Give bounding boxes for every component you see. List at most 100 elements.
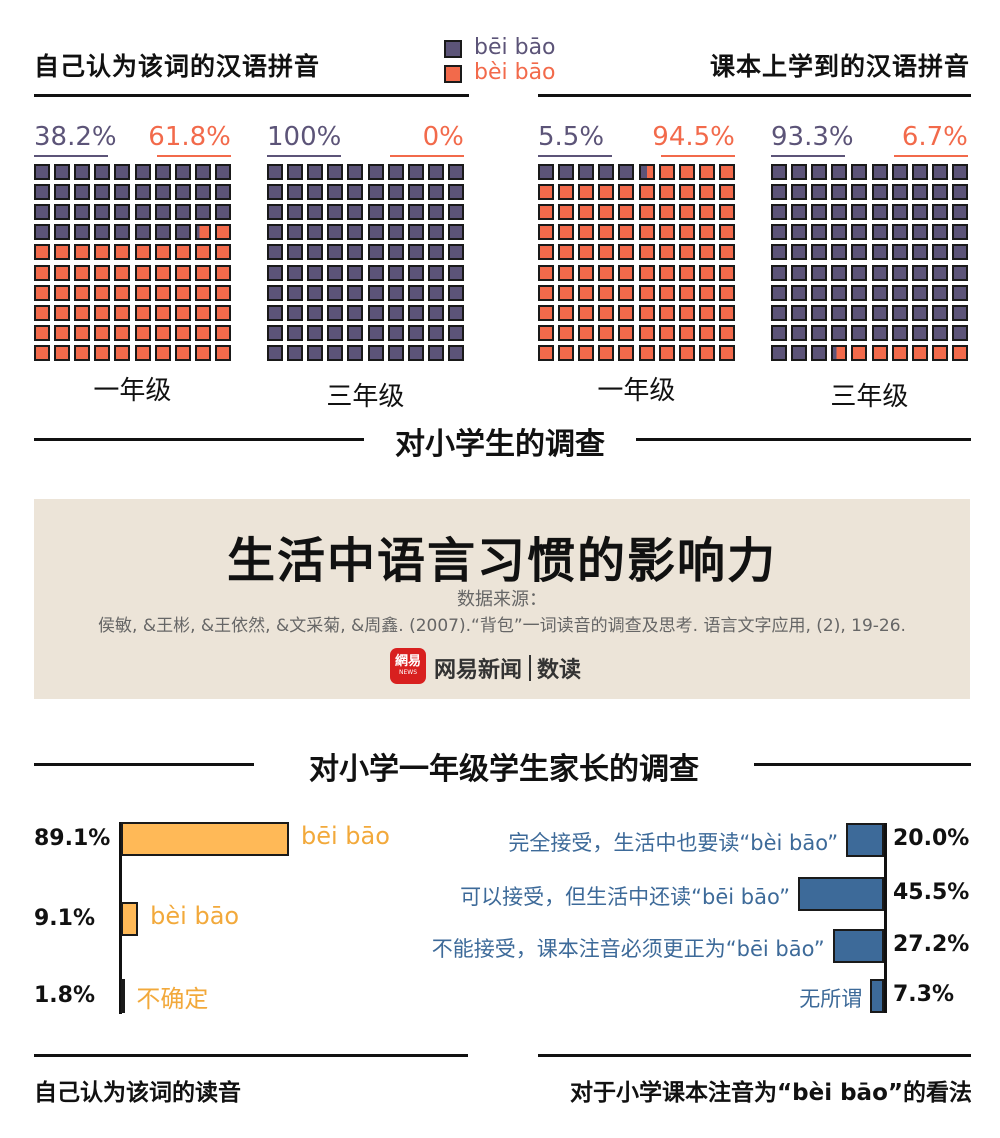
- waffle-cell: [578, 264, 595, 281]
- bar: [798, 877, 884, 911]
- waffle-cell: [114, 284, 131, 301]
- waffle-cell: [287, 224, 304, 241]
- bar-category-label: 可以接受，但生活中还读“bēi bāo”: [460, 885, 790, 909]
- waffle-cell: [407, 344, 424, 361]
- waffle-cell: [598, 224, 615, 241]
- netease-logo-text: 網易: [394, 654, 421, 669]
- waffle-cell: [94, 344, 111, 361]
- right-footer-rule: [538, 1054, 971, 1057]
- bar-value-label: 27.2%: [893, 932, 970, 957]
- waffle-cell: [698, 304, 715, 321]
- waffle-cell: [851, 304, 868, 321]
- waffle-cell: [578, 184, 595, 201]
- waffle-cell: [154, 204, 171, 221]
- waffle-cell: [538, 184, 554, 201]
- waffle-cell: [538, 224, 554, 241]
- waffle-cell: [34, 184, 50, 201]
- waffle-cell: [54, 304, 71, 321]
- bar: [870, 979, 884, 1013]
- waffle-cell: [658, 184, 675, 201]
- waffle-cell: [638, 324, 655, 341]
- waffle-cell: [951, 304, 968, 321]
- waffle-cell: [658, 324, 675, 341]
- waffle-cell: [831, 304, 848, 321]
- waffle-cell: [327, 224, 344, 241]
- waffle-cell: [34, 344, 50, 361]
- waffle-cell: [447, 184, 464, 201]
- waffle-cell: [267, 184, 283, 201]
- waffle-cell: [911, 204, 928, 221]
- waffle-cell: [407, 284, 424, 301]
- waffle-cell: [347, 284, 364, 301]
- waffle-cell: [558, 224, 575, 241]
- bar-value-label: 20.0%: [893, 826, 970, 851]
- grade-label: 三年级: [830, 382, 909, 412]
- waffle-cell: [951, 244, 968, 261]
- waffle-cell: [638, 204, 655, 221]
- waffle-cell: [791, 224, 808, 241]
- waffle-cell: [538, 324, 554, 341]
- waffle-cell: [267, 224, 283, 241]
- waffle-cell: [791, 324, 808, 341]
- waffle-cell: [387, 284, 404, 301]
- waffle-cell: [791, 264, 808, 281]
- waffle-cell: [307, 284, 324, 301]
- waffle-cell: [34, 264, 50, 281]
- waffle-cell: [911, 244, 928, 261]
- waffle-cell: [427, 184, 444, 201]
- bar-value-label: 89.1%: [34, 826, 111, 851]
- waffle-cell: [267, 324, 283, 341]
- waffle-cell: [891, 204, 908, 221]
- waffle-cell: [931, 264, 948, 281]
- waffle-cell: [347, 344, 364, 361]
- waffle-cell: [54, 264, 71, 281]
- waffle-cell: [134, 304, 151, 321]
- waffle-cell: [811, 204, 828, 221]
- waffle-cell: [114, 304, 131, 321]
- waffle-cell: [74, 224, 91, 241]
- waffle-cell: [367, 184, 384, 201]
- waffle-cell: [851, 184, 868, 201]
- waffle-cell: [427, 204, 444, 221]
- waffle-cell: [698, 264, 715, 281]
- waffle-cell: [558, 204, 575, 221]
- waffle-cell: [598, 304, 615, 321]
- waffle-cell: [638, 184, 655, 201]
- waffle-cell: [214, 264, 231, 281]
- waffle-cell: [851, 284, 868, 301]
- pct-label-bei4: 0%: [422, 122, 464, 152]
- waffle-cell: [638, 304, 655, 321]
- pct-underline-bei1: [771, 155, 845, 157]
- bar-value-label: 9.1%: [34, 906, 96, 931]
- waffle-cell: [114, 244, 131, 261]
- waffle-cell: [174, 324, 191, 341]
- waffle-cell: [598, 184, 615, 201]
- waffle-cell: [214, 244, 231, 261]
- waffle-cell: [851, 204, 868, 221]
- waffle-cell: [94, 184, 111, 201]
- waffle-cell: [558, 244, 575, 261]
- waffle-cell: [94, 244, 111, 261]
- waffle-cell: [851, 324, 868, 341]
- waffle-cell: [287, 284, 304, 301]
- waffle-cell: [307, 204, 324, 221]
- waffle-cell: [34, 204, 50, 221]
- waffle-cell: [427, 304, 444, 321]
- waffle-cell: [214, 164, 231, 180]
- left-bar-axis: [119, 822, 122, 1014]
- waffle-cell: [791, 164, 808, 180]
- waffle-cell: [911, 324, 928, 341]
- waffle-cell: [911, 184, 928, 201]
- waffle-cell: [154, 264, 171, 281]
- waffle-cell: [911, 284, 928, 301]
- waffle-cell: [871, 244, 888, 261]
- waffle-cell: [367, 284, 384, 301]
- waffle-cell: [267, 264, 283, 281]
- pct-label-bei4: 6.7%: [901, 122, 968, 152]
- left-footer-rule: [34, 1054, 468, 1057]
- waffle-cell: [891, 224, 908, 241]
- waffle-cell: [407, 204, 424, 221]
- waffle-cell: [134, 344, 151, 361]
- waffle-cell: [951, 224, 968, 241]
- waffle-cell: [871, 184, 888, 201]
